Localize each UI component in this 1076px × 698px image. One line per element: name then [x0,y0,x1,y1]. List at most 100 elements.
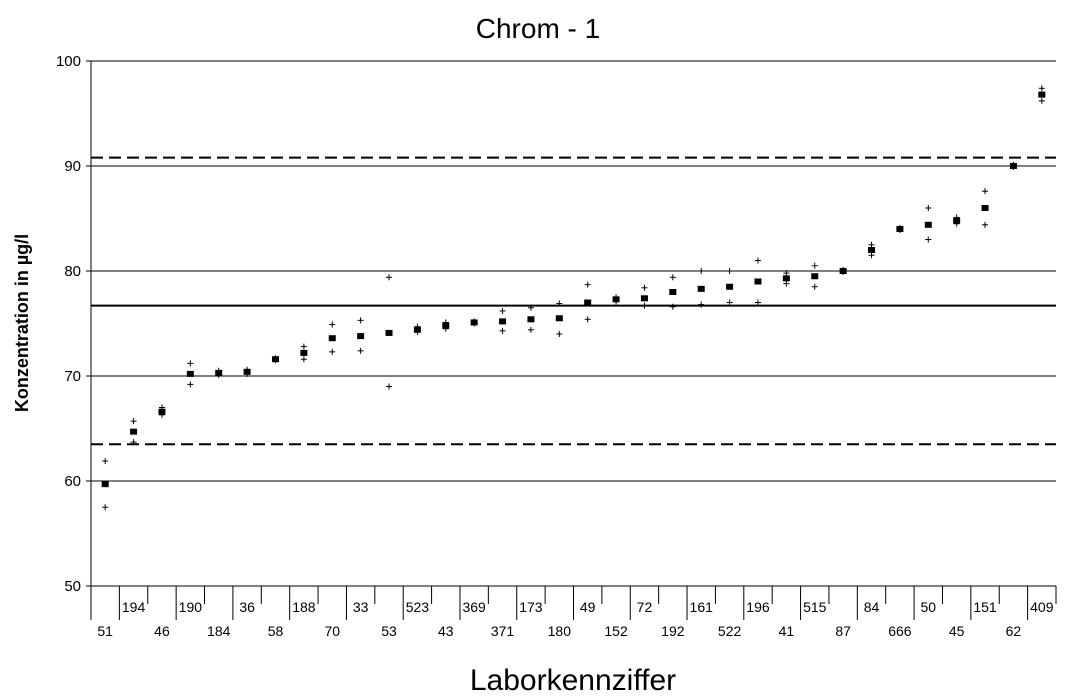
mean-value-marker [981,205,989,211]
y-tick-label: 100 [56,53,81,70]
lower-value-marker [698,301,705,308]
upper-value-marker [102,458,109,465]
upper-value-marker [130,418,137,425]
mean-value-marker [953,217,961,224]
mean-value-marker [357,333,365,340]
mean-value-marker [442,322,450,329]
lower-value-marker [925,236,932,243]
x-category-label: 152 [604,623,628,639]
mean-value-marker [584,299,592,306]
mean-value-marker [499,318,507,325]
x-category-label: 70 [324,623,340,639]
upper-value-marker [811,262,818,269]
x-category-label: 184 [207,623,231,639]
lower-value-marker [386,383,393,390]
x-category-label: 41 [779,623,795,639]
reference-lines [91,156,1056,446]
x-category-label: 190 [179,599,203,615]
mean-value-marker [158,408,166,415]
x-category-label: 50 [920,599,936,615]
upper-value-marker [556,300,563,307]
x-category-label: 369 [462,599,486,615]
axes [86,60,1057,620]
x-category-label: 53 [381,623,397,639]
upper-value-marker [925,205,932,211]
mean-value-marker [271,356,279,363]
x-category-label: 62 [1006,623,1022,639]
lower-value-marker [329,348,336,355]
lower-value-marker [669,303,676,310]
mean-value-marker [782,275,790,282]
mean-value-marker [215,369,223,376]
lower-value-marker [584,316,591,323]
mean-value-marker [697,285,705,292]
x-category-label: 515 [803,599,827,615]
data-points [101,85,1046,511]
lower-value-marker [868,252,875,259]
upper-value-marker [982,188,989,195]
lower-value-marker [102,504,109,511]
x-category-label: 196 [746,599,770,615]
mean-value-marker [868,247,876,253]
mean-value-marker [385,329,393,336]
mean-value-marker [413,326,421,333]
chart-title: Chrom - 1 [476,13,600,44]
x-category-label: 45 [949,623,965,639]
mean-value-marker [1009,163,1017,169]
x-category-label: 72 [637,599,653,615]
y-tick-labels: 50 60 70 80 90 100 [56,53,81,595]
x-category-label: 371 [491,623,515,639]
x-category-label: 33 [353,599,369,615]
y-tick-label: 80 [64,263,81,280]
upper-value-marker [584,281,591,288]
x-category-label: 173 [519,599,543,615]
mean-value-marker [470,319,478,326]
mean-value-marker [811,273,819,280]
x-category-label: 84 [864,599,880,615]
lower-value-marker [783,280,790,287]
upper-value-marker [187,360,194,367]
y-tick-label: 70 [64,368,81,385]
upper-value-marker [698,268,705,274]
upper-value-marker [499,307,506,314]
lower-value-marker [527,326,534,333]
mean-value-marker [186,370,194,377]
x-category-label: 43 [438,623,454,639]
x-category-label: 666 [888,623,912,639]
x-category-label: 409 [1030,599,1054,615]
x-category-label: 51 [97,623,113,639]
mean-value-marker [555,315,563,322]
y-tick-label: 90 [64,158,81,175]
lower-value-marker [726,299,733,306]
x-category-label: 36 [239,599,255,615]
lower-value-marker [300,356,307,363]
x-category-label: 161 [690,599,714,615]
x-category-label: 188 [292,599,316,615]
upper-value-marker [527,304,534,311]
y-tick-label: 60 [64,473,81,490]
lower-value-marker [187,381,194,388]
x-category-label: 49 [580,599,596,615]
mean-value-marker [243,368,251,375]
upper-value-marker [783,270,790,277]
x-category-label: 523 [406,599,430,615]
upper-value-marker [300,343,307,350]
x-category-label: 46 [154,623,170,639]
y-tick-label: 50 [64,578,81,595]
x-category-label: 87 [835,623,851,639]
x-category-label: 522 [718,623,742,639]
mean-value-marker [839,268,847,274]
lower-value-marker [811,283,818,290]
mean-value-marker [300,349,308,356]
mean-value-marker [669,289,677,295]
upper-value-marker [386,274,393,281]
upper-value-marker [754,257,761,264]
mean-value-marker [612,296,620,303]
mean-value-marker [726,283,734,290]
grid [91,60,1056,587]
lower-value-marker [499,327,506,334]
upper-value-marker [357,317,364,324]
upper-value-marker [726,268,733,274]
